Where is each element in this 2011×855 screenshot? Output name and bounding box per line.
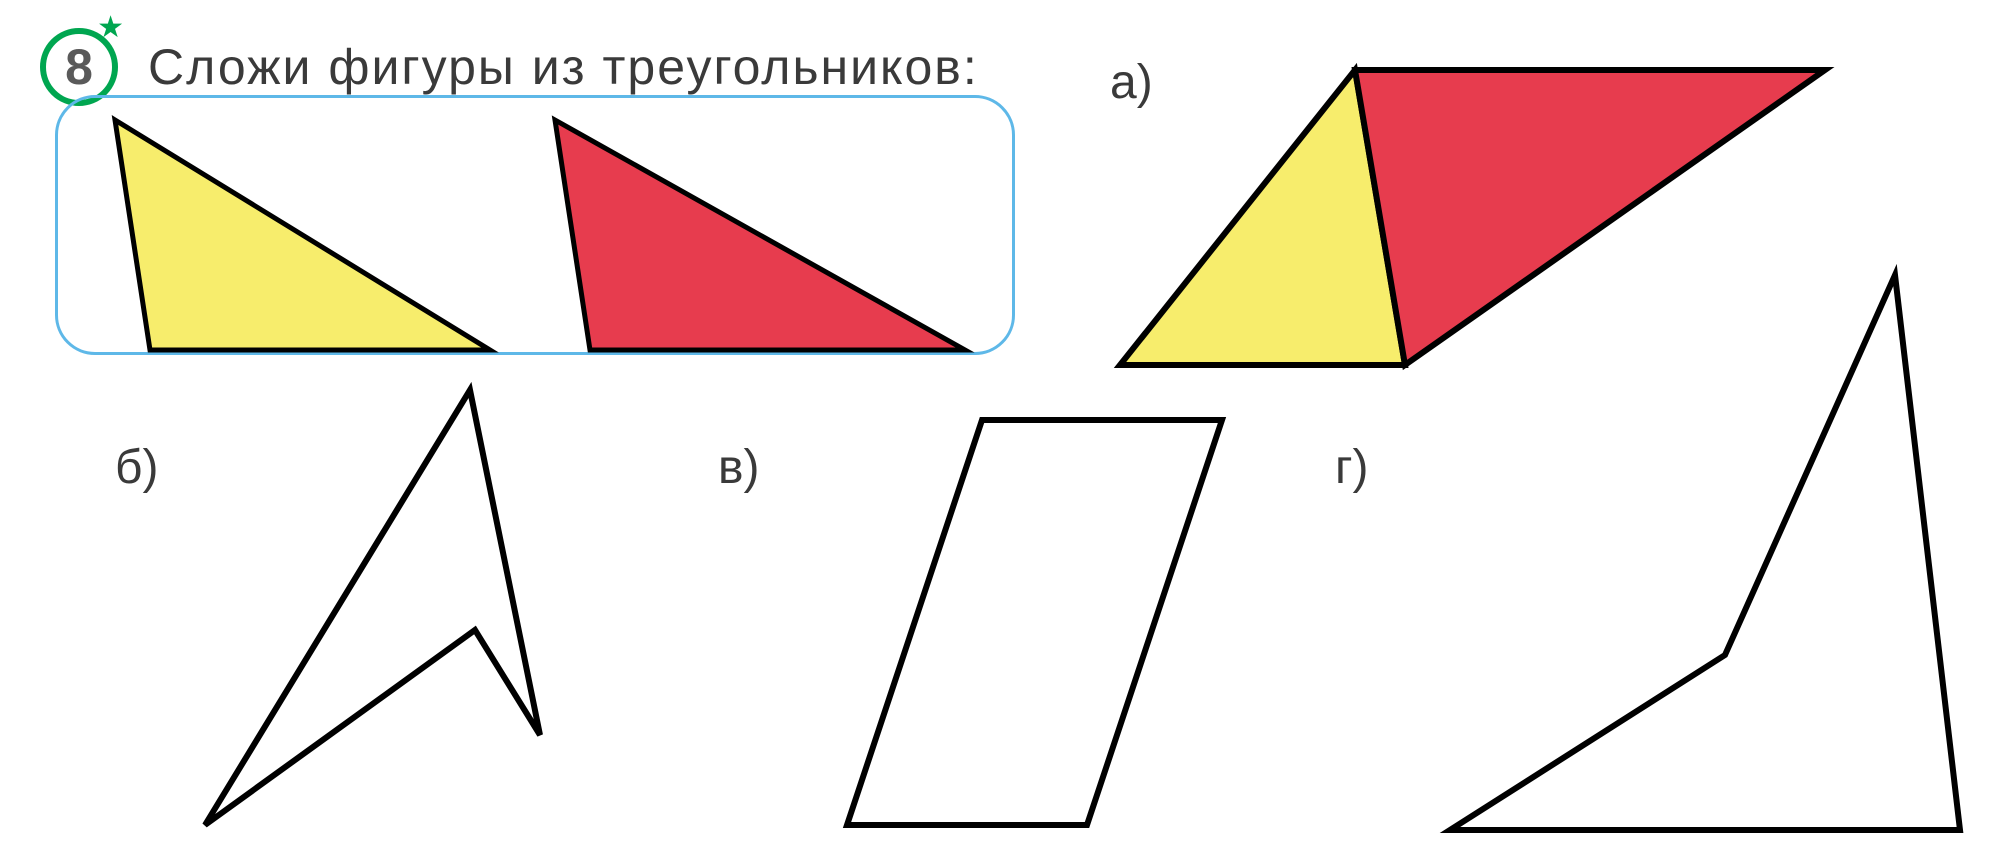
label-b: б) xyxy=(115,440,158,495)
figure-b xyxy=(190,375,560,845)
figure-g xyxy=(1435,260,1980,850)
figure-b-outline xyxy=(205,390,540,825)
yellow-triangle xyxy=(115,120,490,350)
figure-v xyxy=(832,405,1242,845)
source-red-triangle xyxy=(545,105,985,365)
source-yellow-triangle xyxy=(90,105,510,365)
label-g: г) xyxy=(1335,440,1369,495)
figure-g-outline xyxy=(1450,275,1960,830)
red-triangle xyxy=(555,120,965,350)
problem-title: Сложи фигуры из треугольников: xyxy=(148,38,979,96)
figure-v-outline xyxy=(847,420,1222,825)
star-icon: ★ xyxy=(97,10,124,45)
label-v: в) xyxy=(718,440,759,495)
